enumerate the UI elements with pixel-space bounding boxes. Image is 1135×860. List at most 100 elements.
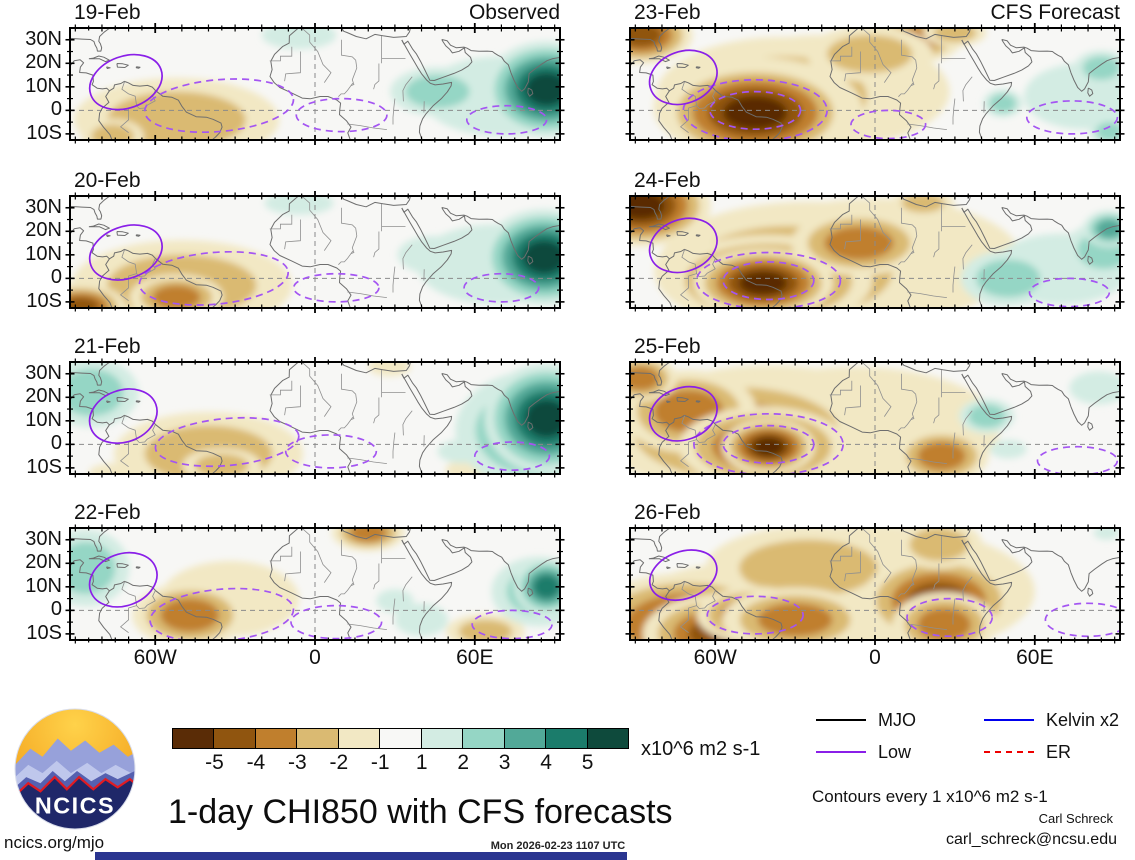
x-axis-label: 0 (309, 646, 321, 669)
coastline (648, 223, 670, 231)
coastline (98, 258, 113, 308)
coastline (1001, 207, 1120, 260)
coastline (630, 528, 672, 552)
country-border (844, 51, 861, 82)
coastline (658, 258, 673, 308)
country-border (284, 51, 301, 82)
colorbar-tick-label: -2 (329, 751, 349, 774)
country-border (901, 373, 916, 395)
coastline (961, 539, 1033, 581)
anomaly-blob (525, 72, 560, 106)
anomaly-blob (152, 285, 201, 308)
country-border (350, 60, 358, 86)
country-border (962, 410, 973, 436)
country-border (373, 63, 380, 90)
anomaly-blob (917, 442, 966, 471)
low-contour-dashed (1036, 445, 1119, 474)
country-border (910, 394, 918, 420)
low-contour-dashed (473, 441, 551, 472)
anomaly-blob (264, 196, 334, 215)
low-contour-dashed (295, 97, 388, 133)
coastline (135, 400, 141, 403)
anomaly-blob (968, 404, 1006, 428)
country-border (952, 98, 956, 125)
y-axis-label: 0 (50, 598, 62, 621)
y-axis-label: 10N (25, 242, 62, 265)
anomaly-blob (989, 439, 1027, 459)
panel-date-label: 25-Feb (634, 335, 701, 358)
country-border (844, 551, 861, 582)
country-border (341, 539, 356, 561)
coastline (630, 196, 672, 220)
map-panel-26-feb: 26-Feb 60W 0 60E (625, 501, 1125, 669)
coastline (829, 196, 912, 308)
site-url-text: ncics.org/mjo (4, 833, 105, 852)
coastline (900, 196, 971, 208)
country-border (898, 582, 914, 597)
coastline (135, 566, 141, 569)
coastline (401, 539, 453, 640)
coastline (98, 590, 113, 640)
anomaly-blob (70, 542, 116, 594)
country-border (136, 590, 156, 609)
coastline (1087, 421, 1094, 431)
country-border (861, 362, 892, 417)
low-contour-dashed (722, 424, 815, 465)
coastline (116, 563, 129, 568)
country-border (907, 123, 947, 130)
colorbar-units-label: x10^6 m2 s-1 (641, 738, 761, 760)
map-frame (629, 195, 1121, 309)
coastline (961, 373, 1013, 474)
panel-date-label: 21-Feb (74, 335, 141, 358)
coastline (961, 373, 1033, 415)
legend-label: ER (1046, 742, 1072, 762)
country-border (284, 219, 301, 250)
country-border (679, 444, 689, 468)
country-border (952, 432, 956, 459)
low-contour-dashed (138, 250, 290, 306)
anomaly-blob (739, 271, 788, 295)
y-axis-label: 30N (25, 195, 62, 218)
country-border (119, 110, 129, 134)
country-border (373, 231, 380, 258)
low-contour-solid (88, 388, 158, 445)
coastline (106, 400, 111, 403)
coastline (70, 59, 223, 140)
country-border (696, 590, 716, 609)
map-svg (625, 191, 1125, 313)
country-border (350, 228, 358, 254)
country-border (269, 46, 293, 62)
country-border (898, 250, 914, 265)
country-border (901, 539, 916, 561)
coastline (340, 528, 411, 540)
coastline (630, 362, 672, 386)
anomaly-blob (522, 240, 560, 274)
anomaly-blob (901, 196, 945, 213)
map-panel-25-feb: 25-Feb (625, 335, 1125, 479)
timestamp: Mon 2026-02-23 1107 UTC (490, 840, 626, 852)
anomaly-blob (1093, 528, 1120, 540)
coastline (70, 528, 112, 552)
anomaly-blob (261, 28, 337, 50)
coastline (269, 28, 352, 140)
panel-corner-label: Observed (468, 1, 560, 24)
panel-corner-label: CFS Forecast (990, 1, 1120, 24)
low-contour-dashed (154, 416, 300, 468)
colorbar-tick-label: -4 (246, 751, 266, 774)
country-border (910, 228, 918, 254)
colorbar-cell (213, 728, 256, 749)
coastline (116, 63, 129, 68)
legend-label: Kelvin x2 (1046, 710, 1120, 730)
coastline (88, 55, 110, 63)
colorbar-cell (379, 728, 422, 749)
country-border (901, 207, 916, 229)
logo-text: NCICS (35, 793, 115, 819)
low-contour-solid (648, 49, 718, 106)
x-axis-label: 60E (456, 646, 494, 669)
y-axis-label: 0 (50, 266, 62, 289)
anomaly-blob (752, 437, 785, 457)
coastline (648, 555, 670, 563)
country-border (844, 219, 861, 250)
country-border (962, 76, 973, 102)
map-frame (629, 27, 1121, 141)
